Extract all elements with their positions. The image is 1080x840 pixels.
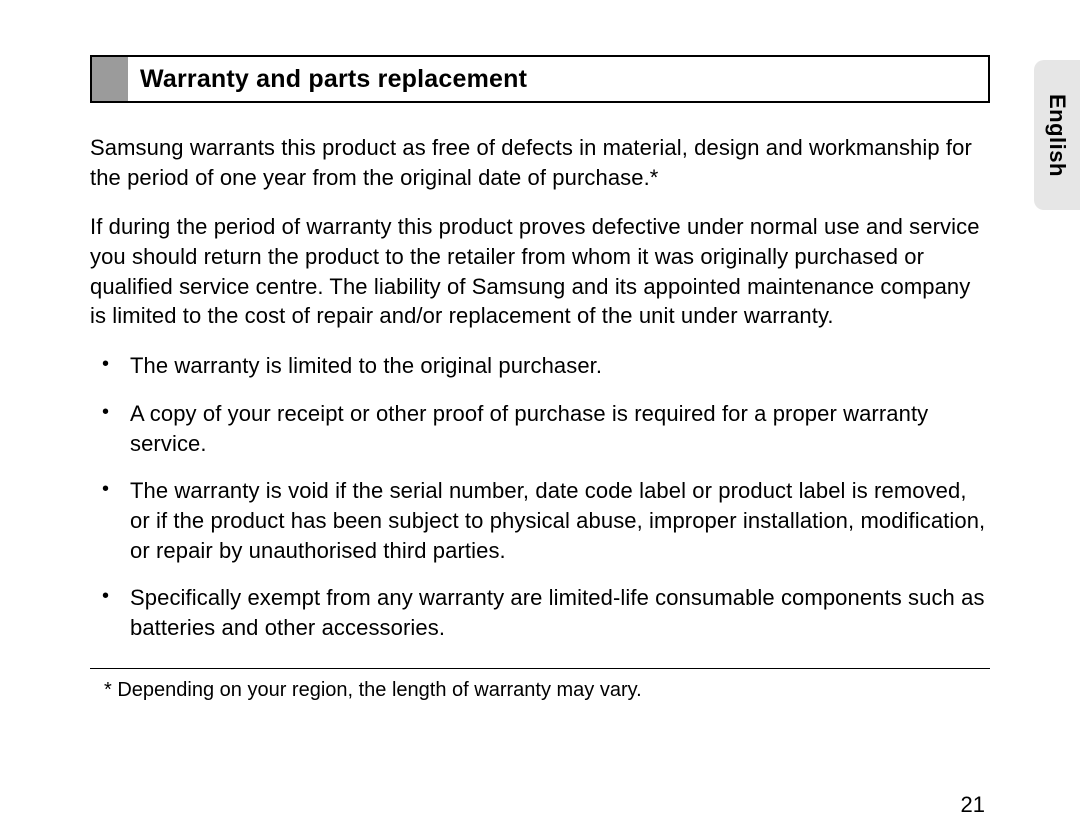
section-heading-box: Warranty and parts replacement [90, 55, 990, 103]
footnote-text: * Depending on your region, the length o… [90, 677, 990, 703]
bullet-item: Specifically exempt from any warranty ar… [90, 583, 990, 642]
language-tab-label: English [1044, 94, 1070, 177]
footnote-rule [90, 668, 990, 669]
bullet-item: The warranty is void if the serial numbe… [90, 476, 990, 565]
bullet-item: A copy of your receipt or other proof of… [90, 399, 990, 458]
body-paragraph: If during the period of warranty this pr… [90, 212, 990, 331]
manual-page: English Warranty and parts replacement S… [0, 0, 1080, 840]
language-tab: English [1034, 60, 1080, 210]
body-paragraph: Samsung warrants this product as free of… [90, 133, 990, 192]
body-content: Samsung warrants this product as free of… [90, 133, 990, 643]
page-number: 21 [961, 792, 985, 818]
section-heading: Warranty and parts replacement [128, 57, 527, 101]
heading-slab [92, 57, 128, 101]
bullet-list: The warranty is limited to the original … [90, 351, 990, 643]
bullet-item: The warranty is limited to the original … [90, 351, 990, 381]
